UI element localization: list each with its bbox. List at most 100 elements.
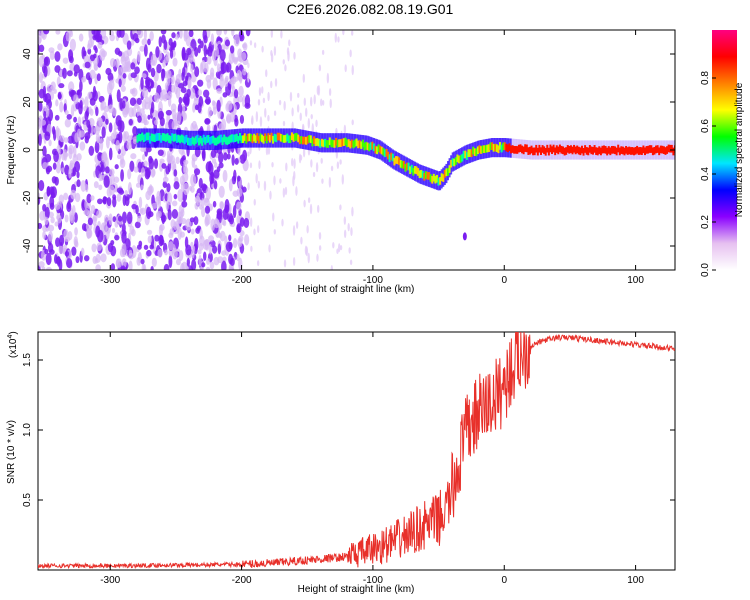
spectrogram-noise-blob — [66, 70, 73, 77]
spectrogram-ridge-cell — [522, 146, 525, 155]
spectrogram-noise-blob — [44, 206, 50, 219]
spectrogram-noise-blob — [292, 256, 296, 266]
spectrogram-noise-blob — [113, 176, 120, 183]
spectrogram-ridge-cell — [224, 136, 227, 145]
spectrogram-noise-blob — [147, 235, 153, 244]
spectrogram-ridge-cell — [642, 145, 645, 154]
spectrogram-noise-blob — [43, 65, 48, 78]
spectrogram-ridge-cell — [595, 147, 598, 155]
spectrogram-noise-blob — [101, 126, 106, 139]
spectrogram-noise-blob — [164, 249, 169, 256]
spectrogram-noise-blob — [143, 44, 148, 57]
spectrogram-ridge-cell — [415, 166, 418, 175]
spectrogram-noise-blob — [199, 40, 204, 49]
spectrogram-ridge-cell — [667, 144, 670, 153]
spectrogram-noise-blob — [253, 42, 257, 49]
spectrogram-noise-blob — [171, 247, 178, 260]
spectrogram-noise-blob — [161, 68, 166, 79]
spectrogram-noise-blob — [216, 63, 221, 73]
spectrogram-noise-blob — [270, 30, 274, 38]
spectrogram-ridge-cell — [328, 137, 331, 146]
spectrogram-noise-blob — [144, 168, 151, 180]
spectrogram-ridge-cell — [190, 138, 193, 146]
spectrogram-noise-blob — [203, 34, 208, 44]
spectrogram-noise-blob — [74, 239, 78, 247]
spectrogram-noise-blob — [213, 169, 220, 179]
spectrogram-ridge-cell — [442, 174, 445, 182]
spectrogram-noise-blob — [292, 175, 295, 187]
spectrogram-noise-blob — [242, 68, 247, 76]
spectrogram-noise-blob — [137, 115, 142, 123]
spectrogram-noise-blob — [302, 147, 306, 158]
spectrogram-ridge-cell — [136, 135, 139, 143]
spectrogram-noise-blob — [296, 104, 300, 113]
spectrogram-noise-blob — [224, 39, 231, 47]
spectrogram-ridge-cell — [298, 136, 301, 145]
spectrogram-ridge-cell — [164, 134, 167, 142]
spectrogram-noise-blob — [197, 89, 203, 96]
spectrogram-noise-blob — [249, 162, 253, 169]
spectrogram-noise-blob — [68, 144, 75, 155]
spectrogram-noise-blob — [158, 224, 163, 237]
spectrogram-ridge-cell — [209, 137, 212, 145]
spectrogram-noise-blob — [151, 257, 157, 268]
spectrogram-noise-blob — [117, 215, 123, 222]
spectrogram-ridge-cell — [612, 145, 615, 154]
spectrogram-noise-blob — [143, 113, 148, 126]
spectrogram-noise-blob — [228, 234, 232, 242]
spectrogram-noise-blob — [318, 64, 322, 72]
spectrogram-ridge-cell — [185, 134, 188, 143]
spectrogram-ridge-cell — [648, 145, 651, 153]
spectrogram-noise-blob — [273, 175, 276, 186]
spectrogram-noise-blob — [217, 243, 222, 255]
spectrogram-noise-blob — [221, 250, 227, 256]
spectrogram-noise-blob — [87, 217, 93, 226]
spectrogram-ridge-cell — [445, 168, 448, 177]
spectrogram-noise-blob — [143, 30, 147, 41]
spectrogram-ridge-cell — [344, 137, 347, 146]
spectrogram-noise-blob — [239, 71, 243, 84]
spectrogram-ridge-cell — [357, 140, 360, 149]
spectrogram-noise-blob — [63, 192, 69, 201]
spectrogram-noise-blob — [304, 245, 308, 255]
spectrogram-noise-blob — [167, 95, 172, 107]
spectrogram-noise-blob — [160, 238, 165, 246]
spectrogram-noise-blob — [189, 185, 193, 192]
spectrogram-noise-blob — [208, 235, 214, 242]
spectrogram-noise-blob — [47, 224, 55, 232]
spectrogram-ridge-cell — [620, 146, 623, 154]
spectrogram-noise-blob — [94, 257, 99, 264]
spectrogram-ridge-cell — [577, 146, 580, 155]
spectrogram-noise-blob — [69, 160, 74, 167]
spectrogram-noise-blob — [50, 216, 55, 224]
spectrogram-noise-blob — [69, 38, 77, 52]
spectrogram-noise-blob — [118, 50, 123, 57]
spectrogram-ridge-cell — [142, 134, 145, 143]
spectrogram-noise-blob — [70, 189, 77, 200]
spectrogram-noise-blob — [58, 194, 64, 204]
spectrogram-noise-blob — [232, 205, 237, 219]
spectrogram-ridge-cell — [656, 145, 659, 153]
spectrogram-noise-blob — [79, 79, 83, 93]
spectrogram-ridge-cell — [226, 137, 229, 145]
spectrogram-ridge-cell — [166, 133, 169, 141]
spectrogram-x-label: Height of straight line (km) — [298, 284, 415, 295]
x-tick-label: 100 — [627, 575, 644, 586]
spectrogram-noise-blob — [139, 208, 144, 214]
spectrogram-ridge-cell — [607, 146, 610, 154]
spectrogram-ridge-cell — [396, 156, 399, 165]
spectrogram-noise-blob — [186, 47, 192, 56]
spectrogram-noise-blob — [92, 85, 97, 98]
spectrogram-noise-blob — [201, 197, 205, 208]
spectrogram-noise-blob — [38, 36, 42, 44]
spectrogram-noise-blob — [183, 159, 189, 165]
spectrogram-noise-blob — [250, 117, 254, 125]
spectrogram-noise-blob — [87, 91, 93, 100]
spectrogram-ridge-cell — [257, 135, 260, 144]
spectrogram-noise-blob — [120, 85, 126, 92]
spectrogram-noise-blob — [176, 218, 183, 224]
spectrogram-noise-blob — [231, 154, 235, 166]
spectrogram-ridge-cell — [316, 138, 319, 146]
spectrogram-noise-blob — [157, 249, 163, 258]
spectrogram-ridge-cell — [202, 134, 205, 143]
